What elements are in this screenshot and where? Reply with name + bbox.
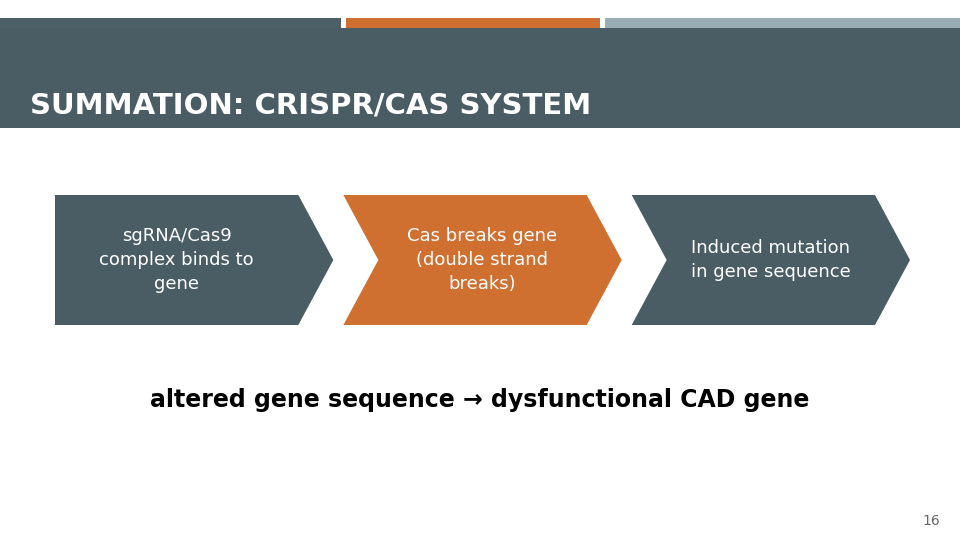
Text: 16: 16 <box>923 514 940 528</box>
Bar <box>0 18 341 28</box>
Bar <box>346 18 600 28</box>
Text: SUMMATION: CRISPR/CAS SYSTEM: SUMMATION: CRISPR/CAS SYSTEM <box>30 92 591 120</box>
PathPatch shape <box>344 195 622 325</box>
Text: altered gene sequence → dysfunctional CAD gene: altered gene sequence → dysfunctional CA… <box>151 388 809 412</box>
Text: Induced mutation
in gene sequence: Induced mutation in gene sequence <box>691 239 851 281</box>
Text: sgRNA/Cas9
complex binds to
gene: sgRNA/Cas9 complex binds to gene <box>99 227 254 293</box>
Text: Cas breaks gene
(double strand
breaks): Cas breaks gene (double strand breaks) <box>407 227 558 293</box>
PathPatch shape <box>632 195 910 325</box>
Bar <box>605 18 960 28</box>
Bar <box>0 28 960 128</box>
PathPatch shape <box>55 195 333 325</box>
